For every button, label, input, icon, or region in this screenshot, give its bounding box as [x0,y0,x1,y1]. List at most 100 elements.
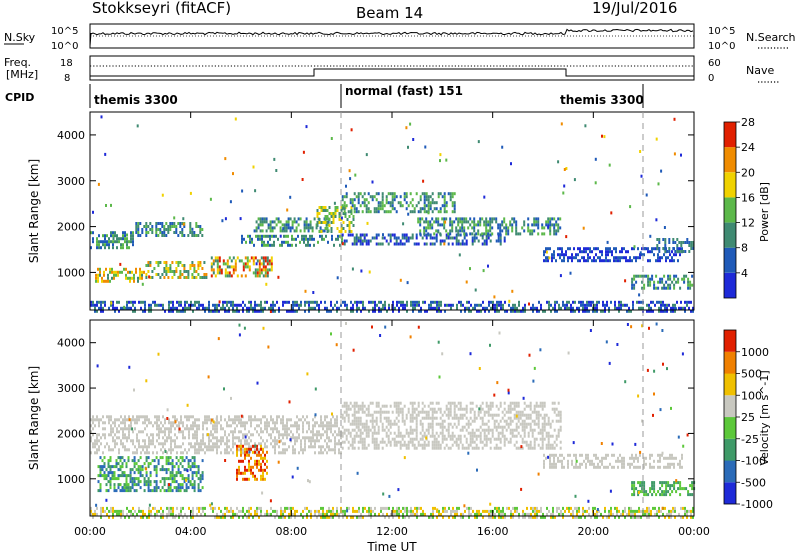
heatmap-cell [297,217,300,221]
heatmap-cell [570,306,572,310]
heatmap-cell [549,226,552,230]
heatmap-cell [134,509,136,513]
heatmap-cell [126,506,128,510]
heatmap-cell [322,427,324,431]
heatmap-cell [667,256,669,260]
heatmap-cell [113,276,115,280]
heatmap-cell [375,233,378,237]
heatmap-cell [264,306,266,310]
heatmap-cell [99,489,102,493]
heatmap-cell [496,300,498,304]
heatmap-cell [567,453,569,457]
heatmap-cell [684,241,687,244]
heatmap-cell [113,471,116,475]
heatmap-cell [334,215,337,218]
heatmap-cell [187,477,190,481]
heatmap-cell [346,306,348,310]
heatmap-cell [344,215,347,218]
heatmap-cell [523,428,526,432]
heatmap-cell [461,217,464,221]
heatmap-cell [537,220,540,224]
heatmap-cell [623,456,625,460]
heatmap-cell [134,427,136,431]
heatmap-cell [649,462,651,466]
heatmap-cell [533,217,536,221]
heatmap-cell [569,256,571,260]
heatmap-cell [196,418,198,422]
heatmap-cell [254,271,257,275]
heatmap-cell [218,271,221,275]
heatmap-cell [181,483,184,487]
heatmap-cell [385,210,388,214]
heatmap-cell [406,309,408,313]
heatmap-cell [184,436,186,440]
heatmap-cell [669,259,671,263]
heatmap-cell [264,268,267,272]
heatmap-cell [441,413,444,417]
heatmap-cell [655,247,657,251]
heatmap-cell [278,309,280,313]
heatmap-cell [425,226,428,230]
heatmap-cell [551,223,554,227]
heatmap-cell [224,306,226,310]
heatmap-cell [579,462,581,466]
heatmap-cell [267,223,270,227]
heatmap-cell [413,410,416,414]
heatmap-cell [561,465,563,469]
heatmap-cell [631,453,633,457]
heatmap-cell [499,440,502,444]
colorbar-tick-label: 16 [741,191,755,204]
heatmap-cell [159,480,162,484]
heatmap-cell [191,227,194,231]
heatmap-cell [485,428,488,432]
heatmap-cell [148,436,150,440]
heatmap-cell [176,436,178,440]
heatmap-cell [143,462,146,466]
heatmap-cell [293,220,296,224]
heatmap-cell [145,273,148,276]
heatmap-cell [453,201,456,205]
heatmap-cell [551,453,553,457]
heatmap-cell [606,303,608,307]
heatmap-cell [425,242,428,246]
heatmap-cell [341,242,344,246]
heatmap-cell [481,407,484,411]
heatmap-cell [555,223,558,227]
heatmap-cell [591,462,593,466]
heatmap-cell [541,446,544,450]
heatmap-cell [469,232,472,236]
heatmap-cell [559,274,562,278]
heatmap-cell [294,300,296,304]
noise-search-label: N.Search [746,31,796,44]
heatmap-cell [142,512,144,516]
heatmap-cell [361,239,364,243]
heatmap-cell [188,427,190,431]
heatmap-cell [260,442,262,446]
heatmap-cell [383,210,386,214]
heatmap-cell [124,424,126,428]
heatmap-cell [372,300,374,304]
heatmap-cell [202,442,204,446]
heatmap-cell [224,506,226,510]
heatmap-cell [608,306,610,310]
heatmap-cell [647,493,650,497]
heatmap-cell [436,309,438,313]
heatmap-cell [311,234,313,238]
heatmap-cell [238,448,240,452]
heatmap-cell [105,468,108,472]
heatmap-cell [624,303,626,307]
heatmap-cell [659,493,662,497]
heatmap-cell [677,259,679,263]
heatmap-cell [92,421,94,425]
heatmap-cell [173,231,176,234]
heatmap-cell [270,259,273,263]
heatmap-cell [615,247,617,251]
heatmap-cell [658,250,661,253]
heatmap-cell [336,433,338,437]
heatmap-cell [191,471,194,475]
heatmap-cell [515,232,518,236]
heatmap-cell [553,456,555,460]
heatmap-cell [423,410,426,414]
heatmap-cell [249,237,251,241]
heatmap-cell [149,474,152,478]
